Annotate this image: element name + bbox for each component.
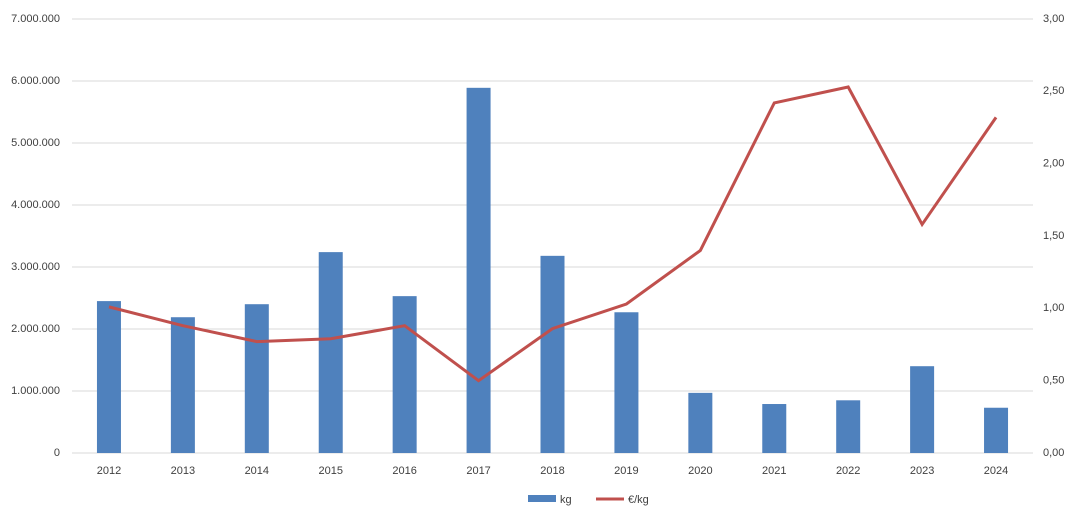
- x-tick-label: 2016: [392, 465, 416, 477]
- bar: [170, 317, 195, 453]
- x-tick-label: 2014: [245, 465, 269, 477]
- bar: [910, 366, 935, 453]
- x-tick-label: 2015: [318, 465, 342, 477]
- bar: [688, 392, 713, 453]
- x-tick-label: 2019: [614, 465, 638, 477]
- y2-tick-label: 2,50: [1043, 85, 1064, 97]
- bar: [466, 87, 491, 453]
- legend-label: kg: [560, 494, 572, 506]
- y-tick-label: 2.000.000: [11, 323, 60, 335]
- legend-label: €/kg: [628, 494, 649, 506]
- bar: [96, 301, 121, 453]
- bar: [540, 255, 565, 453]
- bar: [392, 296, 417, 453]
- bar: [318, 252, 343, 453]
- x-tick-label: 2013: [171, 465, 195, 477]
- x-tick-label: 2021: [762, 465, 786, 477]
- y2-tick-label: 3,00: [1043, 13, 1064, 25]
- bar: [836, 400, 861, 453]
- y-tick-label: 0: [54, 447, 60, 459]
- x-tick-label: 2024: [984, 465, 1008, 477]
- y2-tick-label: 2,00: [1043, 158, 1064, 170]
- y-tick-label: 1.000.000: [11, 385, 60, 397]
- line: [108, 85, 998, 383]
- y2-tick-label: 1,00: [1043, 302, 1064, 314]
- y2-tick-label: 0,00: [1043, 447, 1064, 459]
- bar: [614, 312, 639, 453]
- x-tick-label: 2012: [97, 465, 121, 477]
- y-tick-label: 3.000.000: [11, 261, 60, 273]
- y-tick-label: 5.000.000: [11, 137, 60, 149]
- y-tick-label: 6.000.000: [11, 75, 60, 87]
- y-tick-label: 7.000.000: [11, 13, 60, 25]
- x-tick-label: 2023: [910, 465, 934, 477]
- x-tick-label: 2018: [540, 465, 564, 477]
- bar: [244, 304, 269, 453]
- legend-swatch: [528, 495, 556, 502]
- x-tick-label: 2017: [466, 465, 490, 477]
- y-tick-label: 4.000.000: [11, 199, 60, 211]
- bar: [984, 407, 1009, 453]
- y2-tick-label: 0,50: [1043, 375, 1064, 387]
- x-tick-label: 2020: [688, 465, 712, 477]
- x-tick-label: 2022: [836, 465, 860, 477]
- bar: [762, 404, 787, 453]
- y2-tick-label: 1,50: [1043, 230, 1064, 242]
